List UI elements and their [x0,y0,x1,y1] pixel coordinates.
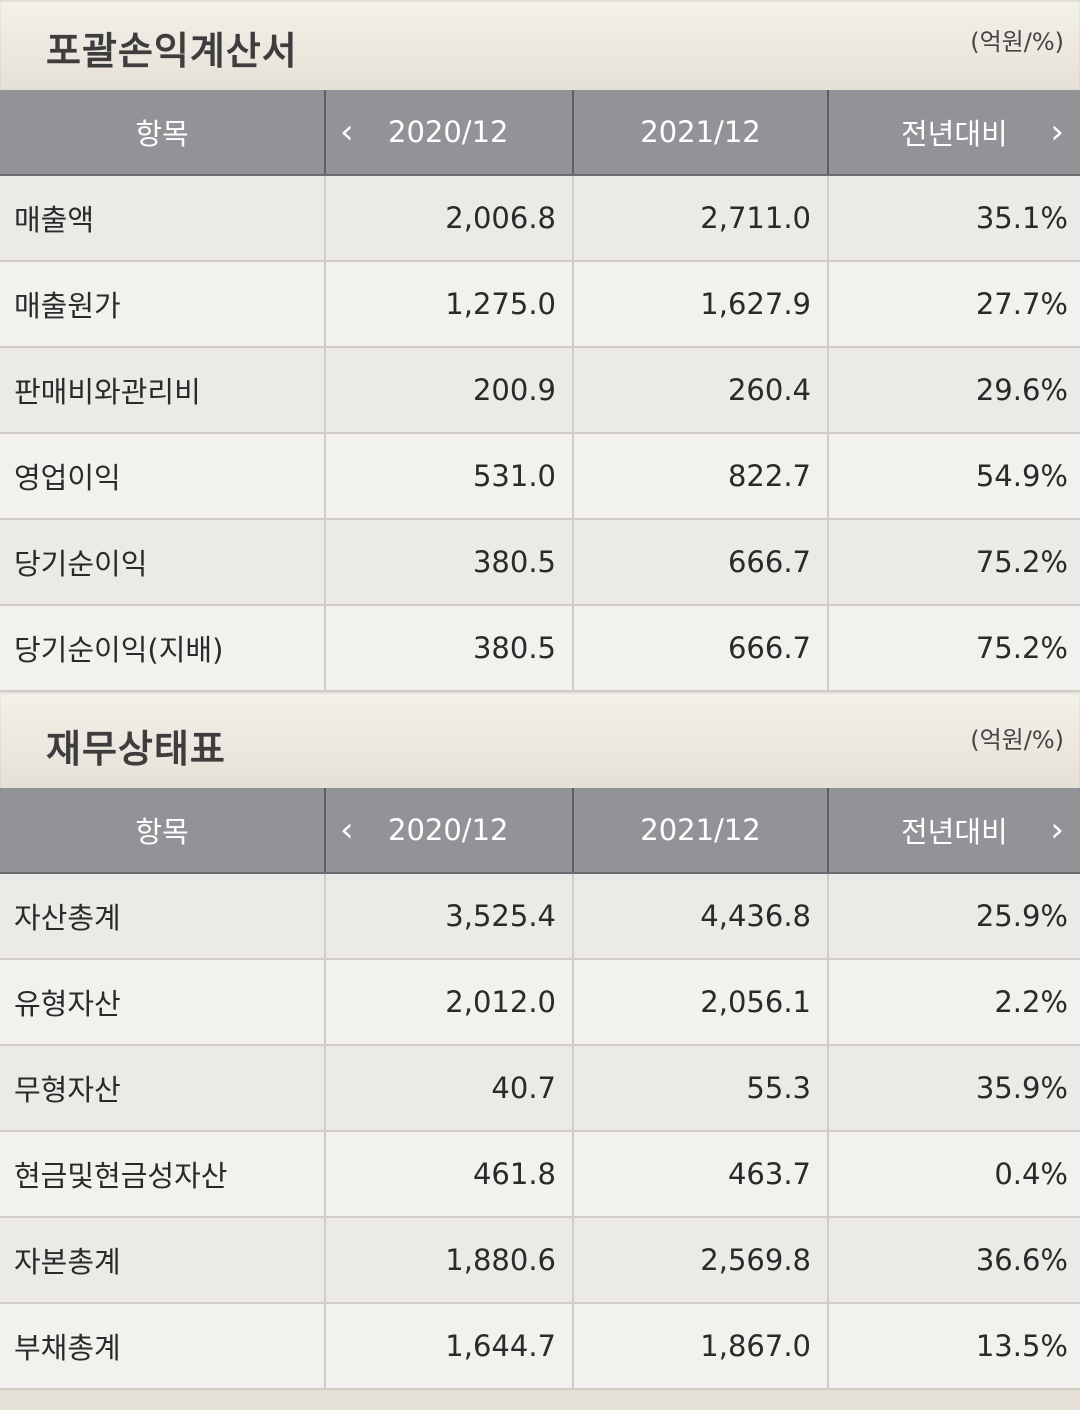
table-row: 당기순이익 380.5 666.7 75.2% [0,519,1080,606]
row-value-yoy: 2.2% [828,959,1080,1046]
row-value-yoy: 29.6% [828,347,1080,434]
column-header-item: 항목 [0,788,326,874]
table-row: 부채총계 1,644.7 1,867.0 13.5% [0,1303,1080,1390]
row-value-cur: 2,056.1 [573,959,829,1046]
balance-sheet-unit: (억원/%) [970,726,1064,754]
row-value-prev: 531.0 [325,433,574,520]
row-value-prev: 1,275.0 [325,261,574,348]
balance-sheet-header: 재무상태표 (억원/%) [0,692,1080,788]
row-value-prev: 2,006.8 [325,175,574,262]
row-value-cur: 2,569.8 [573,1217,829,1304]
balance-sheet-title: 재무상태표 [46,727,226,771]
row-name: 영업이익 [0,433,326,520]
row-value-yoy: 54.9% [828,433,1080,520]
row-value-yoy: 27.7% [828,261,1080,348]
row-name: 판매비와관리비 [0,347,326,434]
table-row: 매출원가 1,275.0 1,627.9 27.7% [0,261,1080,348]
table-header-row: 항목 ‹ 2020/12 2021/12 전년대비 › [0,90,1080,176]
column-header-yoy: 전년대비 › [828,788,1080,874]
row-name: 매출액 [0,175,326,262]
chevron-right-icon[interactable]: › [1050,810,1064,850]
row-value-prev: 40.7 [325,1045,574,1132]
column-header-prev: ‹ 2020/12 [325,788,574,874]
row-value-yoy: 0.4% [828,1131,1080,1218]
chevron-left-icon[interactable]: ‹ [340,112,354,152]
row-value-yoy: 75.2% [828,519,1080,606]
chevron-right-icon[interactable]: › [1050,112,1064,152]
row-name: 당기순이익(지배) [0,605,326,692]
row-name: 당기순이익 [0,519,326,606]
column-header-cur: 2021/12 [573,90,829,176]
row-value-yoy: 25.9% [828,873,1080,960]
column-header-yoy: 전년대비 › [828,90,1080,176]
row-value-prev: 380.5 [325,519,574,606]
row-value-prev: 200.9 [325,347,574,434]
row-value-cur: 822.7 [573,433,829,520]
table-row: 현금및현금성자산 461.8 463.7 0.4% [0,1131,1080,1218]
chevron-left-icon[interactable]: ‹ [340,810,354,850]
row-name: 현금및현금성자산 [0,1131,326,1218]
table-row: 매출액 2,006.8 2,711.0 35.1% [0,175,1080,262]
bottom-strip [0,1390,1080,1410]
row-value-cur: 463.7 [573,1131,829,1218]
table-row: 유형자산 2,012.0 2,056.1 2.2% [0,959,1080,1046]
row-name: 유형자산 [0,959,326,1046]
row-value-yoy: 36.6% [828,1217,1080,1304]
table-row: 당기순이익(지배) 380.5 666.7 75.2% [0,605,1080,692]
row-value-cur: 1,627.9 [573,261,829,348]
row-value-prev: 1,644.7 [325,1303,574,1390]
row-value-cur: 2,711.0 [573,175,829,262]
income-statement-title: 포괄손익계산서 [46,29,298,73]
column-header-prev: ‹ 2020/12 [325,90,574,176]
column-header-item: 항목 [0,90,326,176]
row-value-prev: 3,525.4 [325,873,574,960]
row-value-yoy: 35.1% [828,175,1080,262]
row-value-cur: 666.7 [573,519,829,606]
row-name: 자본총계 [0,1217,326,1304]
table-row: 자본총계 1,880.6 2,569.8 36.6% [0,1217,1080,1304]
row-value-prev: 380.5 [325,605,574,692]
row-name: 자산총계 [0,873,326,960]
table-row: 영업이익 531.0 822.7 54.9% [0,433,1080,520]
column-header-cur: 2021/12 [573,788,829,874]
table-row: 자산총계 3,525.4 4,436.8 25.9% [0,873,1080,960]
row-name: 부채총계 [0,1303,326,1390]
row-value-cur: 260.4 [573,347,829,434]
income-statement-unit: (억원/%) [970,28,1064,56]
table-row: 무형자산 40.7 55.3 35.9% [0,1045,1080,1132]
row-value-cur: 4,436.8 [573,873,829,960]
row-value-cur: 55.3 [573,1045,829,1132]
row-value-prev: 461.8 [325,1131,574,1218]
row-name: 무형자산 [0,1045,326,1132]
row-name: 매출원가 [0,261,326,348]
balance-sheet-table: 항목 ‹ 2020/12 2021/12 전년대비 › 자산총계 3,525.4 4… [0,788,1080,1390]
table-row: 판매비와관리비 200.9 260.4 29.6% [0,347,1080,434]
income-statement-table: 항목 ‹ 2020/12 2021/12 전년대비 › 매출액 2,006.8 2,… [0,90,1080,692]
income-statement-header: 포괄손익계산서 (억원/%) [0,0,1080,90]
table-header-row: 항목 ‹ 2020/12 2021/12 전년대비 › [0,788,1080,874]
row-value-yoy: 75.2% [828,605,1080,692]
row-value-cur: 666.7 [573,605,829,692]
row-value-yoy: 35.9% [828,1045,1080,1132]
row-value-cur: 1,867.0 [573,1303,829,1390]
row-value-prev: 1,880.6 [325,1217,574,1304]
row-value-prev: 2,012.0 [325,959,574,1046]
row-value-yoy: 13.5% [828,1303,1080,1390]
